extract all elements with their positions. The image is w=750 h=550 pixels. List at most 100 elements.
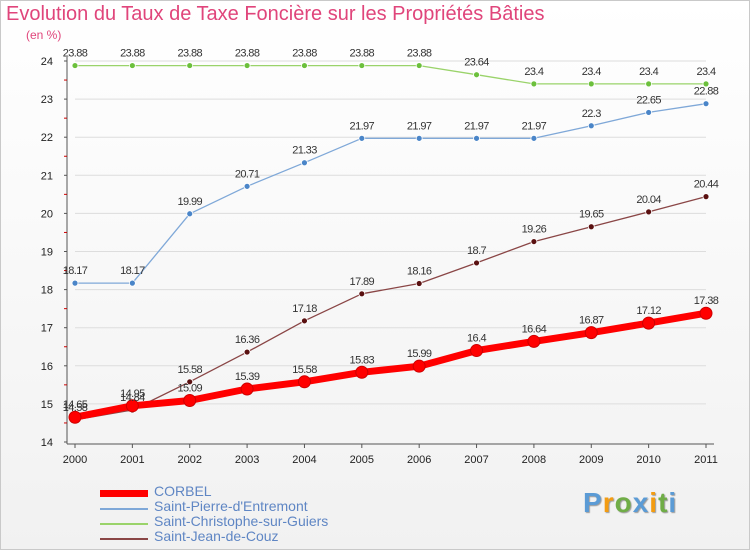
x-tick-label: 2007 (464, 454, 488, 466)
data-point (473, 71, 480, 79)
series-line (71, 309, 710, 421)
data-label: 15.58 (177, 364, 202, 376)
data-point (530, 238, 538, 245)
y-tick-label: 16 (41, 361, 53, 373)
data-label: 15.99 (407, 348, 432, 360)
data-point (128, 279, 136, 287)
x-tick-label: 2003 (235, 454, 259, 466)
data-point (186, 210, 194, 218)
data-label: 19.26 (522, 224, 547, 236)
data-label: 23.4 (582, 66, 601, 78)
logo-letter: P (583, 487, 603, 518)
data-label: 22.3 (582, 108, 601, 120)
x-tick-label: 2001 (120, 454, 144, 466)
data-label: 17.12 (636, 305, 661, 317)
data-point (412, 359, 426, 373)
logo-letter: o (614, 487, 633, 518)
data-label: 14.84 (120, 392, 145, 404)
x-tick-label: 2008 (522, 454, 546, 466)
data-label: 17.18 (292, 303, 317, 315)
data-label: 23.88 (407, 48, 432, 60)
data-label: 21.33 (292, 145, 317, 157)
data-label: 15.58 (292, 364, 317, 376)
data-point (358, 134, 366, 142)
y-tick-label: 23 (41, 94, 53, 106)
data-label: 23.88 (235, 48, 260, 60)
y-tick-label: 14 (41, 437, 53, 449)
x-tick-label: 2011 (694, 454, 718, 466)
series-line (74, 195, 707, 421)
data-label: 23.88 (120, 48, 145, 60)
data-point (243, 348, 251, 356)
data-label: 21.97 (522, 120, 547, 132)
legend-swatch (100, 490, 148, 497)
x-tick-label: 2004 (292, 454, 316, 466)
logo-letter: r (602, 487, 615, 518)
logo-letter: t (658, 487, 669, 518)
data-label: 16.36 (235, 334, 260, 346)
data-label: 18.16 (407, 266, 432, 278)
x-tick-label: 2002 (177, 454, 201, 466)
y-tick-label: 24 (41, 56, 53, 68)
legend-swatch (100, 538, 148, 540)
data-label: 21.97 (464, 120, 489, 132)
data-label: 14.58 (63, 402, 88, 414)
data-label: 22.65 (636, 94, 661, 106)
data-point (186, 62, 194, 69)
chart-title: Evolution du Taux de Taxe Foncière sur l… (6, 3, 545, 25)
data-point (415, 134, 423, 142)
legend-label: Saint-Christophe-sur-Guiers (154, 513, 329, 529)
data-point (587, 223, 595, 231)
data-point (301, 159, 308, 167)
data-point (301, 62, 308, 69)
data-point (297, 375, 311, 389)
data-label: 23.88 (177, 48, 202, 60)
data-point (183, 393, 197, 407)
x-tick-label: 2006 (407, 454, 431, 466)
data-label: 19.65 (579, 209, 604, 221)
data-label: 16.64 (522, 323, 547, 335)
data-labels: 14.65 14.95 15.09 15.39 15.58 15.83 15.99 16.4 1… (63, 48, 720, 414)
y-tick-label: 17 (41, 323, 53, 335)
data-point (473, 134, 480, 142)
data-point (702, 100, 710, 108)
data-label: 23.88 (63, 48, 88, 60)
data-point (587, 122, 595, 130)
data-point (71, 62, 79, 69)
data-label: 23.64 (464, 57, 489, 69)
data-point (186, 378, 194, 386)
data-label: 20.44 (694, 179, 719, 191)
data-label: 18.17 (63, 265, 88, 277)
legend-label: CORBEL (154, 483, 212, 499)
data-point (358, 62, 366, 69)
data-label: 15.09 (177, 382, 202, 394)
data-point (125, 399, 139, 413)
series-line (74, 103, 707, 284)
data-label: 20.71 (235, 168, 260, 180)
data-point (470, 344, 484, 358)
data-label: 23.88 (350, 48, 375, 60)
data-point (530, 80, 538, 88)
x-tick-label: 2005 (350, 454, 374, 466)
data-label: 23.88 (292, 48, 317, 60)
data-label: 23.4 (696, 66, 715, 78)
data-label: 23.4 (524, 66, 543, 78)
unit-label: (en %) (26, 28, 62, 42)
series-group (68, 62, 713, 424)
legend-swatch (100, 508, 148, 510)
data-label: 15.39 (235, 371, 260, 383)
data-label: 16.87 (579, 315, 604, 327)
legend-swatch (100, 523, 148, 525)
data-point (355, 365, 369, 379)
x-tick-label: 2009 (579, 454, 603, 466)
data-label: 19.99 (177, 196, 202, 208)
data-point (415, 62, 423, 69)
data-point (645, 80, 653, 88)
data-point (243, 182, 251, 190)
data-point (415, 280, 423, 287)
data-label: 22.88 (694, 86, 719, 98)
proxiti-logo: Proxiti (583, 487, 677, 519)
data-point (584, 326, 598, 340)
legend-label: Saint-Jean-de-Couz (154, 528, 279, 544)
logo-letter: i (668, 487, 678, 518)
